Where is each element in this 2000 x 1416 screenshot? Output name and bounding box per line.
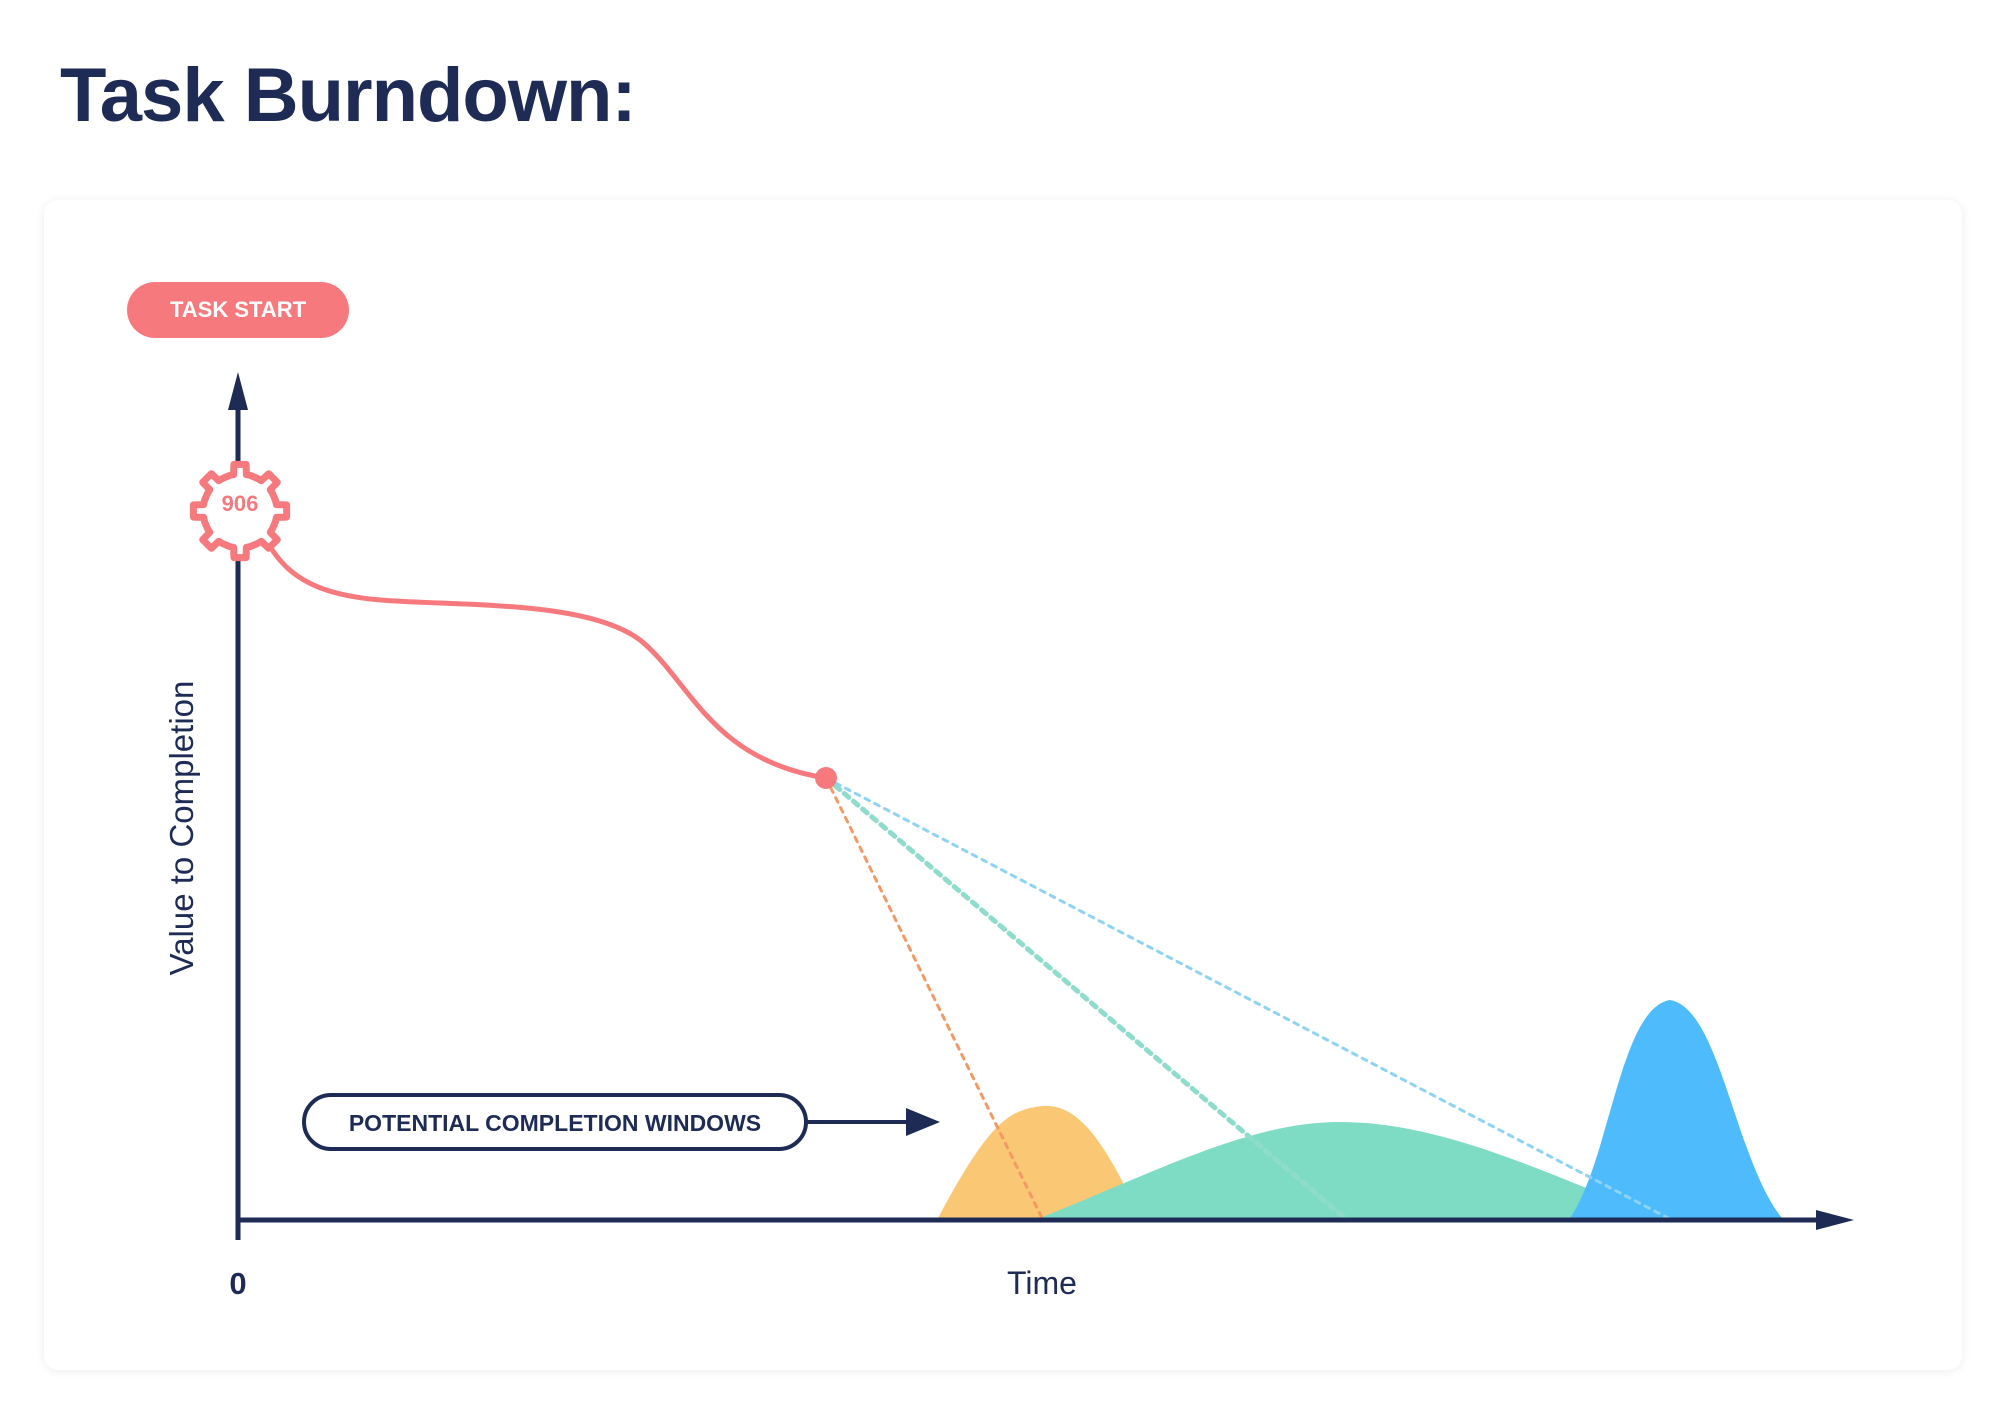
x-axis-arrowhead	[1816, 1210, 1854, 1230]
task-start-label: TASK START	[170, 297, 307, 322]
start-value: 906	[222, 491, 259, 516]
projection-line-late	[824, 776, 1670, 1220]
projection-line-early	[824, 776, 1044, 1220]
completion-window-early	[938, 1105, 1140, 1218]
current-progress-point	[815, 767, 837, 789]
origin-label: 0	[229, 1266, 246, 1301]
y-axis-arrowhead	[228, 372, 248, 410]
callout-arrowhead	[906, 1108, 940, 1136]
task-start-badge	[127, 282, 349, 338]
completion-window-late	[1570, 1000, 1782, 1218]
y-axis-label: Value to Completion	[163, 681, 200, 976]
x-axis-label: Time	[1007, 1265, 1077, 1301]
page-title: Task Burndown:	[60, 53, 637, 138]
burndown-curve	[259, 527, 829, 781]
completion-windows-label: POTENTIAL COMPLETION WINDOWS	[349, 1110, 761, 1136]
completion-window-middle	[1040, 1122, 1660, 1218]
gear-icon	[189, 460, 291, 562]
projection-line-middle	[823, 775, 1348, 1221]
